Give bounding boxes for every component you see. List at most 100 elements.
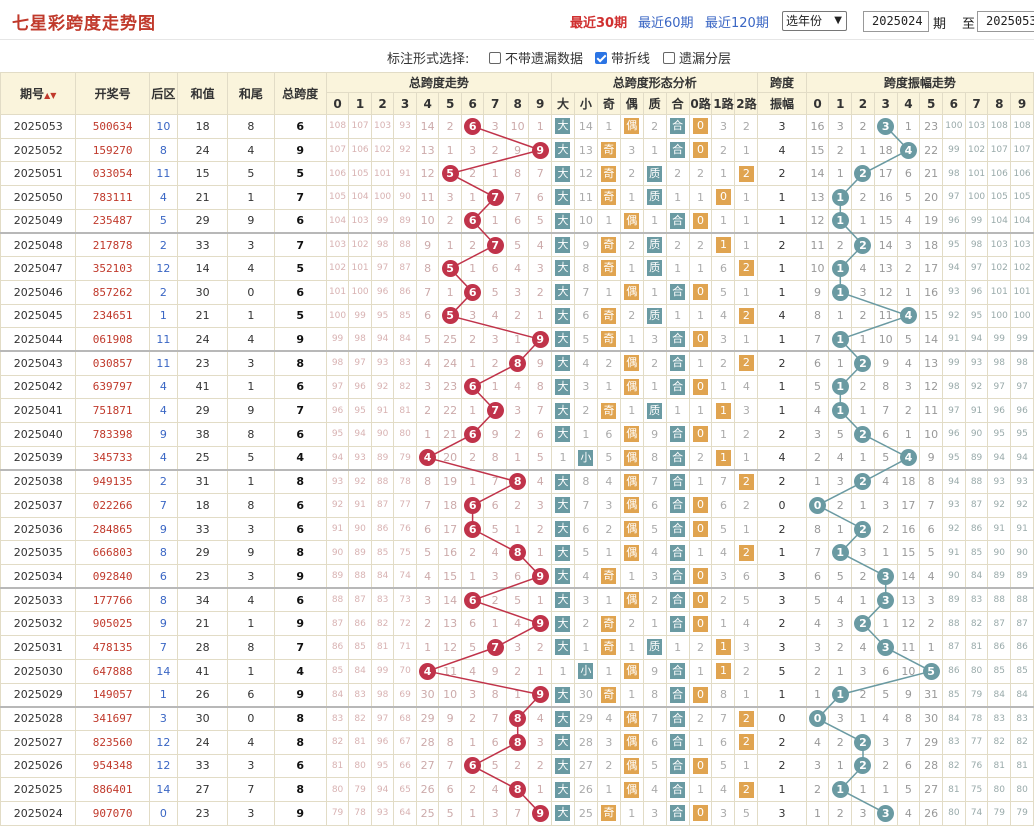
trend-hit-cell: 6 [460, 421, 485, 447]
trend-miss-cell: 14 [438, 587, 462, 613]
to-period-input[interactable]: 2025053 [977, 11, 1034, 32]
sum-tail-cell: 9 [227, 540, 275, 566]
amp-miss-cell: 6 [873, 421, 898, 447]
form-tag: 大 [555, 686, 571, 703]
form-cell: 0 [688, 208, 713, 234]
amp-miss-cell: 7 [805, 327, 830, 352]
period-cell: 2025045 [0, 303, 77, 329]
trend-miss-cell: 8 [528, 374, 553, 400]
amp-miss-cell: 80 [987, 777, 1012, 802]
form-cell: 29 [573, 705, 598, 731]
amp-miss-cell: 12 [896, 611, 921, 637]
amp-cell: 2 [757, 753, 807, 779]
amp-digit-header: 4 [896, 92, 921, 115]
col-qihao[interactable]: 期号▲▼ [0, 72, 77, 115]
period-cell: 2025036 [0, 516, 77, 542]
amp-miss-cell: 81 [941, 777, 966, 802]
trend-miss-cell: 7 [415, 493, 440, 518]
sum-tail-cell: 3 [227, 516, 275, 542]
form-tag: 大 [555, 473, 571, 490]
trend-miss-cell: 1 [415, 421, 440, 447]
form-tag: 0 [693, 142, 709, 159]
form-cell: 大 [551, 137, 575, 163]
period-120-link[interactable]: 最近120期 [705, 16, 769, 31]
form-cell: 4 [642, 540, 667, 566]
amp-miss-cell: 88 [987, 587, 1012, 613]
span-ball: 6 [464, 283, 482, 301]
form-cell: 偶 [619, 777, 644, 802]
back-zone-cell: 3 [148, 705, 178, 731]
col-hezhi: 和值 [176, 72, 229, 115]
amp-miss-cell: 89 [1010, 564, 1034, 589]
trend-miss-cell: 3 [438, 185, 462, 210]
table-row: 2025046 857262 2 30 0 6 101 100 96 86 7 1 6 5 3 2 大 7 1 偶 1 合… [0, 279, 1034, 305]
trend-miss-cell: 6 [483, 493, 507, 518]
year-select[interactable]: 选年份 ▼ [782, 11, 847, 31]
form-tag: 0 [693, 521, 709, 538]
form-cell: 大 [551, 564, 575, 589]
amp-ball: 3 [877, 804, 895, 822]
amp-miss-cell: 93 [941, 279, 966, 305]
amp-ball: 1 [831, 402, 849, 420]
trend-miss-cell: 2 [460, 540, 485, 566]
span-cell: 7 [273, 635, 327, 660]
form-cell: 0 [688, 137, 713, 163]
amp-ball: 1 [831, 781, 849, 799]
trend-miss-cell: 2 [460, 777, 485, 802]
amp-miss-cell: 3 [896, 374, 921, 400]
trend-miss-cell: 4 [505, 374, 530, 400]
form-cell: 7 [642, 468, 667, 494]
amp-miss-cell: 83 [987, 705, 1012, 731]
amp-hit-cell: 1 [828, 256, 853, 281]
form-cell: 合 [665, 753, 690, 779]
form-tag: 合 [670, 805, 686, 822]
form-tag: 2 [738, 734, 754, 751]
period-30-link[interactable]: 最近30期 [570, 16, 628, 31]
option-layered[interactable]: 遗漏分层 [663, 48, 731, 67]
options-label: 标注形式选择: [387, 52, 470, 67]
trend-miss-cell: 15 [438, 564, 462, 589]
checkbox-icon[interactable] [489, 51, 501, 64]
trend-miss-cell: 10 [438, 682, 462, 708]
form-tag: 0 [693, 805, 709, 822]
form-cell: 大 [551, 468, 575, 494]
sort-icon[interactable]: ▲▼ [44, 91, 57, 100]
trend-miss-cell: 3 [528, 729, 553, 755]
form-cell: 2 [734, 658, 759, 684]
form-cell: 30 [573, 682, 598, 708]
amp-miss-cell: 7 [919, 493, 943, 518]
table-row: 2025030 647888 14 41 1 4 85 84 99 70 4 11 4 9 2 1 1 小 1 偶 9 合… [0, 658, 1034, 684]
amp-miss-cell: 99 [941, 350, 966, 376]
amp-miss-cell: 15 [919, 303, 943, 329]
amp-miss-cell: 106 [1010, 161, 1034, 187]
form-cell: 偶 [619, 729, 644, 755]
trend-miss-cell: 19 [438, 468, 462, 494]
trend-hit-cell: 6 [460, 587, 485, 613]
span-cell: 9 [273, 564, 327, 589]
trend-miss-cell: 90 [325, 540, 350, 566]
amp-miss-cell: 80 [941, 800, 966, 826]
option-no-missing[interactable]: 不带遗漏数据 [489, 48, 583, 67]
trend-miss-cell: 92 [370, 374, 395, 400]
trend-miss-cell: 81 [393, 398, 417, 423]
sum-cell: 23 [176, 564, 229, 589]
amp-miss-cell: 95 [987, 421, 1012, 447]
amp-miss-cell: 1 [851, 208, 875, 234]
amp-miss-cell: 11 [919, 398, 943, 423]
amp-miss-cell: 97 [964, 256, 989, 281]
checkbox-checked-icon[interactable] [595, 51, 607, 64]
amp-miss-cell: 1 [851, 705, 875, 731]
form-cell: 0 [688, 493, 713, 518]
span-cell: 9 [273, 682, 327, 708]
amp-miss-cell: 100 [987, 303, 1012, 329]
from-period-input[interactable]: 2025024 [863, 11, 929, 32]
checkbox-icon[interactable] [663, 51, 675, 64]
trend-miss-cell: 2 [505, 421, 530, 447]
trend-miss-cell: 1 [505, 445, 530, 471]
form-tag: 奇 [601, 402, 617, 419]
period-60-link[interactable]: 最近60期 [638, 16, 694, 31]
trend-miss-cell: 96 [370, 729, 395, 755]
option-polyline[interactable]: 带折线 [595, 48, 650, 67]
form-cell: 2 [688, 231, 713, 258]
span-ball: 4 [419, 449, 437, 467]
